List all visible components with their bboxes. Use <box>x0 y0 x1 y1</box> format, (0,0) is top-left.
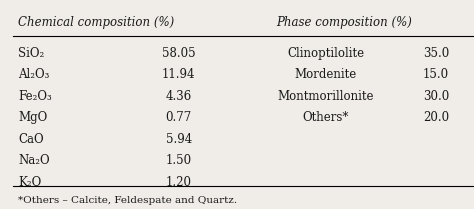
Text: 1.20: 1.20 <box>166 176 191 189</box>
Text: 0.77: 0.77 <box>165 111 192 124</box>
Text: Chemical composition (%): Chemical composition (%) <box>18 16 174 29</box>
Text: 4.36: 4.36 <box>165 90 192 103</box>
Text: 58.05: 58.05 <box>162 47 195 60</box>
Text: Clinoptilolite: Clinoptilolite <box>287 47 364 60</box>
Text: Al₂O₃: Al₂O₃ <box>18 68 49 81</box>
Text: Montmorillonite: Montmorillonite <box>277 90 374 103</box>
Text: Phase composition (%): Phase composition (%) <box>276 16 412 29</box>
Text: SiO₂: SiO₂ <box>18 47 44 60</box>
Text: CaO: CaO <box>18 133 44 146</box>
Text: 1.50: 1.50 <box>165 154 192 167</box>
Text: 30.0: 30.0 <box>423 90 449 103</box>
Text: 35.0: 35.0 <box>423 47 449 60</box>
Text: Fe₂O₃: Fe₂O₃ <box>18 90 52 103</box>
Text: 11.94: 11.94 <box>162 68 195 81</box>
Text: Na₂O: Na₂O <box>18 154 50 167</box>
Text: 5.94: 5.94 <box>165 133 192 146</box>
Text: Mordenite: Mordenite <box>294 68 357 81</box>
Text: *Others – Calcite, Feldespate and Quartz.: *Others – Calcite, Feldespate and Quartz… <box>18 196 237 205</box>
Text: MgO: MgO <box>18 111 47 124</box>
Text: K₂O: K₂O <box>18 176 41 189</box>
Text: Others*: Others* <box>302 111 349 124</box>
Text: 20.0: 20.0 <box>423 111 449 124</box>
Text: 15.0: 15.0 <box>423 68 449 81</box>
